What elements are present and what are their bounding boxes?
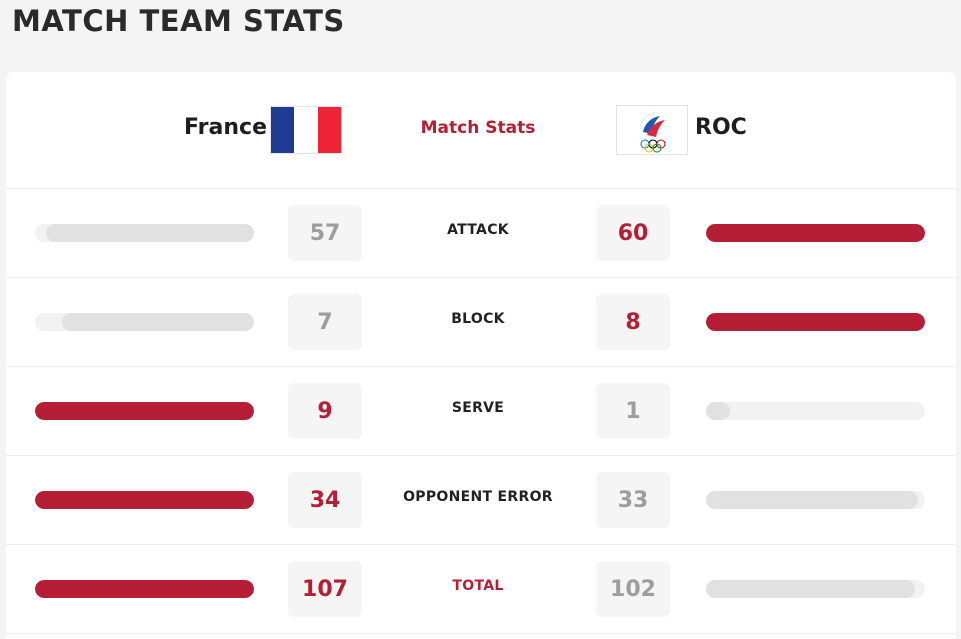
right-stat-bar [706,580,925,598]
right-stat-value: 102 [596,561,670,617]
stat-category-label: ATTACK [447,222,509,238]
right-stat-bar [706,224,925,242]
team-right-name: ROC [695,115,747,140]
left-stat-value: 57 [288,205,362,261]
stats-header: France Match Stats ROC [6,72,956,189]
stat-category-label: TOTAL [452,578,504,594]
left-stat-value: 9 [288,383,362,439]
left-stat-bar-fill [35,402,254,420]
stat-category-label: BLOCK [451,311,505,327]
right-stat-bar [706,313,925,331]
right-stat-value: 60 [596,205,670,261]
left-stat-bar-fill [35,580,254,598]
stat-row-serve: 9 SERVE 1 [6,367,956,456]
right-stat-bar [706,491,925,509]
right-stat-bar-fill [706,491,919,509]
right-stat-value: 8 [596,294,670,350]
left-stat-value: 34 [288,472,362,528]
right-stat-bar-fill [706,402,731,420]
roc-flag-icon [616,105,688,155]
right-stat-bar [706,402,925,420]
right-stat-bar-fill [706,313,925,331]
left-stat-bar-fill [35,491,254,509]
left-stat-bar [35,402,254,420]
left-stat-bar [35,224,254,242]
stat-row-block: 7 BLOCK 8 [6,278,956,367]
left-stat-bar [35,580,254,598]
team-left-name: France [184,115,267,140]
match-stats-label: Match Stats [420,118,536,138]
right-stat-bar-fill [706,224,925,242]
france-flag-icon [270,106,342,154]
stat-row-total: 107 TOTAL 102 [6,545,956,634]
left-stat-bar-fill [62,313,254,331]
right-stat-value: 33 [596,472,670,528]
right-stat-bar-fill [706,580,915,598]
left-stat-value: 7 [288,294,362,350]
stat-row-opponent-error: 34 OPPONENT ERROR 33 [6,456,956,545]
left-stat-bar-fill [45,224,254,242]
left-stat-bar [35,313,254,331]
stat-category-label: OPPONENT ERROR [403,489,553,505]
page-title: MATCH TEAM STATS [12,4,345,38]
stat-category-label: SERVE [451,400,505,416]
stat-row-attack: 57 ATTACK 60 [6,189,956,278]
stats-card: France Match Stats ROC 57 AT [6,72,956,639]
left-stat-bar [35,491,254,509]
right-stat-value: 1 [596,383,670,439]
left-stat-value: 107 [288,561,362,617]
